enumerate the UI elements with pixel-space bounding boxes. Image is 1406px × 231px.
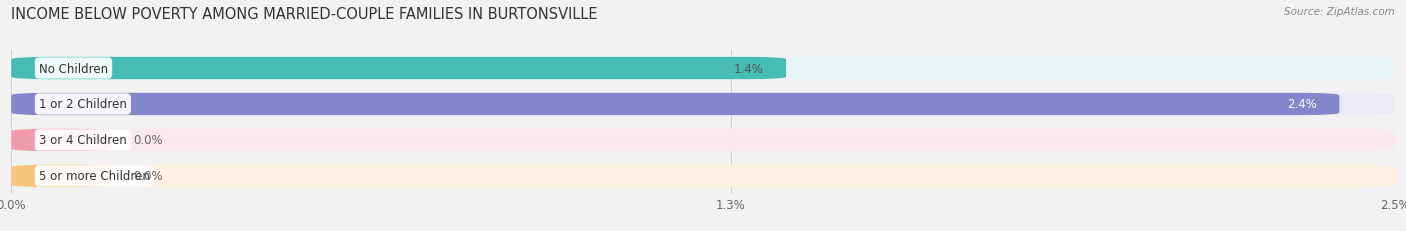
Text: Source: ZipAtlas.com: Source: ZipAtlas.com	[1284, 7, 1395, 17]
FancyBboxPatch shape	[11, 165, 111, 187]
Text: 0.0%: 0.0%	[134, 134, 163, 147]
Text: 3 or 4 Children: 3 or 4 Children	[39, 134, 127, 147]
FancyBboxPatch shape	[11, 58, 786, 80]
FancyBboxPatch shape	[11, 165, 1395, 187]
Text: INCOME BELOW POVERTY AMONG MARRIED-COUPLE FAMILIES IN BURTONSVILLE: INCOME BELOW POVERTY AMONG MARRIED-COUPL…	[11, 7, 598, 22]
Text: 5 or more Children: 5 or more Children	[39, 170, 150, 183]
Text: 1 or 2 Children: 1 or 2 Children	[39, 98, 127, 111]
FancyBboxPatch shape	[11, 93, 1340, 116]
Text: 0.0%: 0.0%	[134, 170, 163, 183]
FancyBboxPatch shape	[11, 93, 1395, 116]
Text: No Children: No Children	[39, 62, 108, 75]
Text: 2.4%: 2.4%	[1288, 98, 1317, 111]
FancyBboxPatch shape	[11, 129, 1395, 152]
FancyBboxPatch shape	[11, 58, 1395, 80]
Text: 1.4%: 1.4%	[734, 62, 763, 75]
FancyBboxPatch shape	[11, 129, 111, 152]
